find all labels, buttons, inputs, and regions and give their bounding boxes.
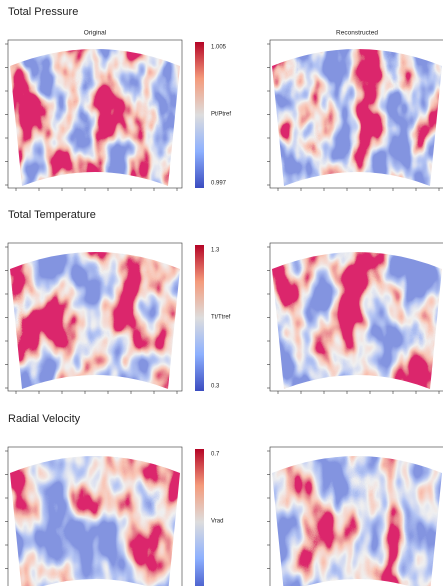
colorbar-min: 0.997 xyxy=(211,181,227,187)
colorbar-min: 0.3 xyxy=(211,384,220,390)
field-texture xyxy=(270,447,443,586)
field-panel xyxy=(267,40,443,191)
field-texture xyxy=(8,40,182,188)
colorbar xyxy=(195,449,204,586)
colorbar-label: Vrad xyxy=(211,519,223,525)
figure: Total Pressure Original Reconstructed 1.005… xyxy=(0,0,443,586)
field-panel xyxy=(5,40,182,191)
field-panel xyxy=(267,243,443,394)
section-title: Total Pressure xyxy=(8,6,78,18)
colorbar-label: Pt/Ptref xyxy=(211,112,231,118)
colorbar-max: 0.7 xyxy=(211,452,220,458)
panel-title: Reconstructed xyxy=(336,30,378,37)
colorbar-label: Tt/Ttref xyxy=(211,315,231,321)
field-map xyxy=(8,243,182,391)
field-map xyxy=(270,447,443,586)
colorbar xyxy=(195,245,204,391)
section-title: Total Temperature xyxy=(8,209,96,221)
field-texture xyxy=(270,243,443,391)
panel-title: Original xyxy=(84,30,107,37)
section-title: Radial Velocity xyxy=(8,413,81,425)
field-map xyxy=(270,40,443,188)
field-texture xyxy=(270,40,443,188)
field-map xyxy=(8,447,182,586)
field-map xyxy=(270,243,443,391)
field-map xyxy=(8,40,182,188)
colorbar xyxy=(195,42,204,188)
colorbar-max: 1.005 xyxy=(211,45,227,51)
field-texture xyxy=(8,447,182,586)
field-texture xyxy=(8,243,182,391)
colorbar-max: 1.3 xyxy=(211,248,220,254)
field-panel xyxy=(267,447,443,586)
field-panel xyxy=(5,447,182,586)
field-panel xyxy=(5,243,182,394)
